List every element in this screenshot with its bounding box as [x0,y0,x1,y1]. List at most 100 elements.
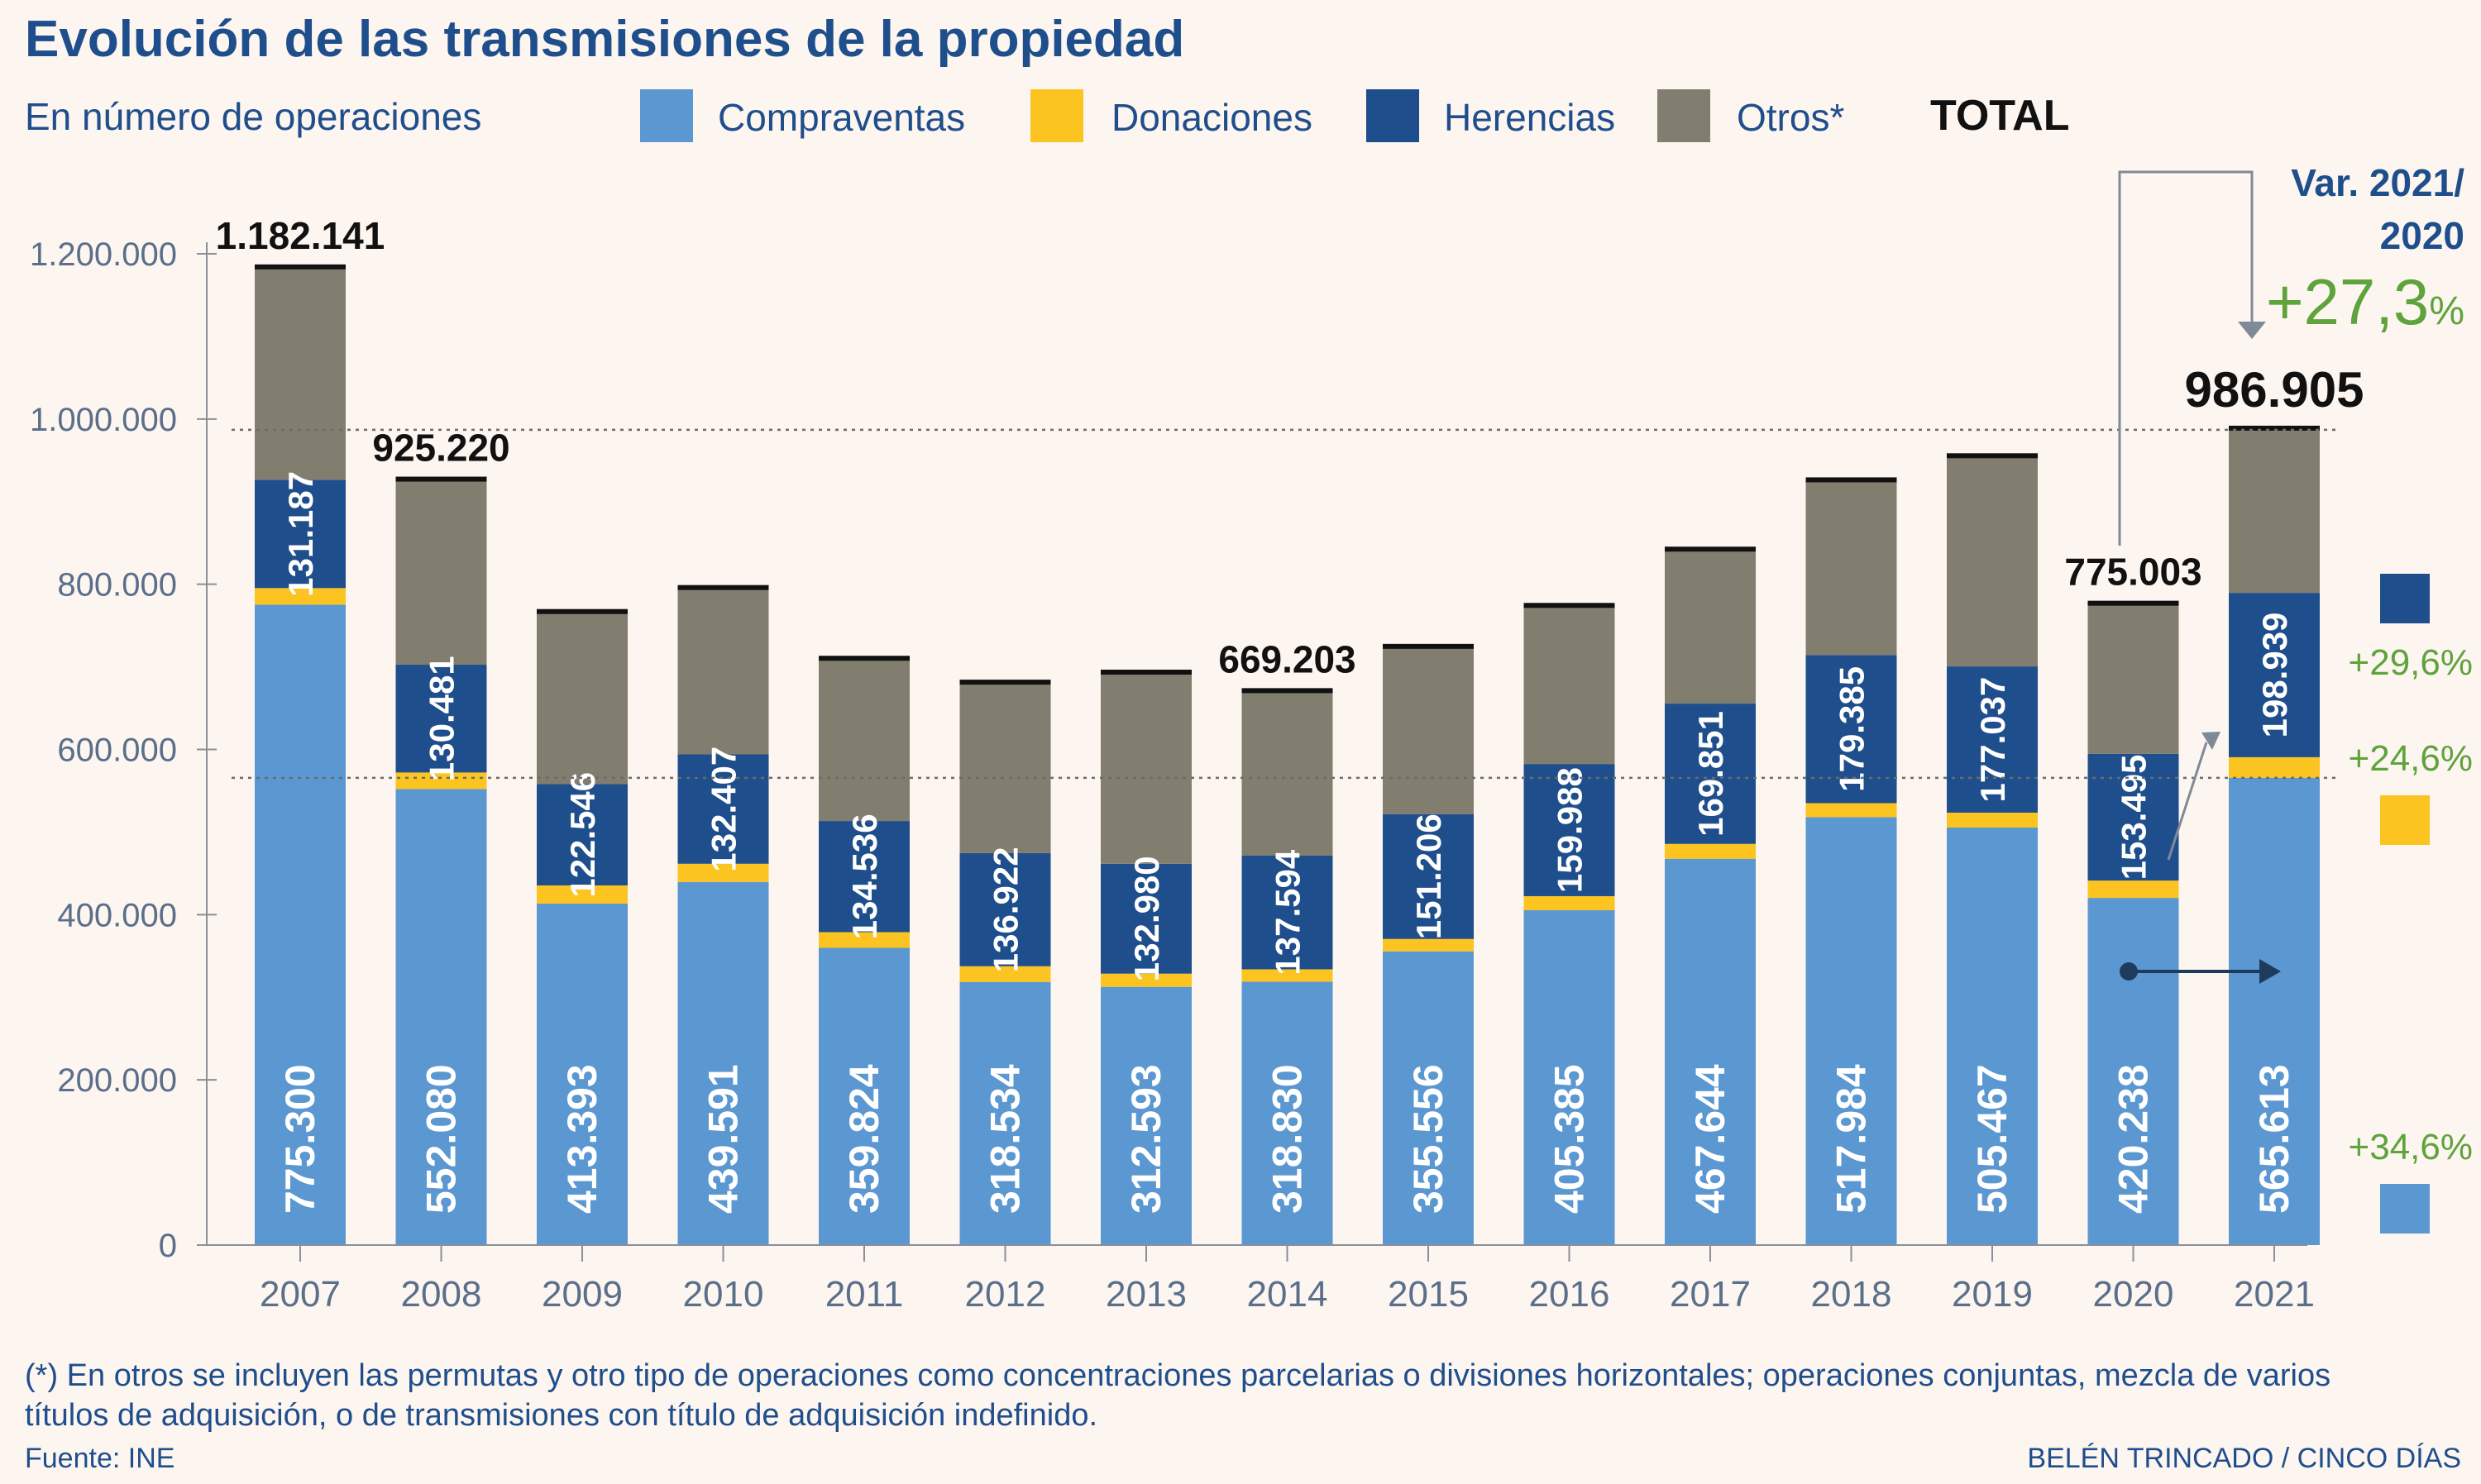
bar-segment-donaciones [2229,756,2320,778]
compraventas-value-label: 312.593 [1123,1064,1169,1214]
bar-segment-donaciones [1947,812,2038,828]
bar-segment-compraventas [1101,986,1192,1245]
legend-swatch-otros [1657,89,1710,142]
compraventas-value-label: 505.467 [1969,1064,2015,1214]
bar-total-cap [395,476,487,482]
herencias-variation-arrowhead [2201,732,2220,750]
chart-subtitle: En número de operaciones [25,95,481,138]
compraventas-value-label: 565.613 [2251,1064,2297,1214]
bar-segment-compraventas [1523,909,1615,1245]
legend-swatch-herencias [1366,89,1419,142]
x-tick-label: 2013 [1106,1274,1187,1315]
bar-segment-donaciones [677,863,769,882]
y-tick-label: 1.200.000 [30,236,177,273]
y-tick-label: 1.000.000 [30,402,177,438]
bar-segment-herencias [2087,753,2179,881]
compraventas-value-label: 439.591 [700,1064,747,1214]
variation-donaciones: +24,6% [2349,738,2473,779]
herencias-value-label: 177.037 [1973,677,2012,803]
bar-segment-compraventas [1947,827,2038,1245]
bar-segment-otros [1241,692,1333,856]
bar-segment-otros [819,660,910,822]
bar-segment-otros [1665,551,1756,704]
compraventas-value-label: 318.534 [982,1064,1029,1214]
x-tick-label: 2012 [965,1274,1046,1315]
bars-group: 775.300 131.187 1.182.141 552.080 130.481 925… [216,214,2364,1245]
x-tick-label: 2018 [1811,1274,1892,1315]
footnote-line1: (*) En otros se incluyen las permutas y … [25,1358,2330,1393]
compraventas-value-label: 413.393 [559,1064,605,1214]
bar-segment-compraventas [819,947,910,1245]
total-variation-connector [2118,170,2254,546]
herencias-value-label: 169.851 [1691,711,1730,837]
y-tick-label: 600.000 [57,732,177,769]
bar-segment-donaciones [1523,895,1615,910]
legend-label-compraventas: Compraventas [718,96,965,139]
bar-segment-otros [1523,607,1615,765]
compraventas-value-label: 517.984 [1828,1064,1875,1214]
variation-swatch-compraventas [2380,1184,2430,1233]
legend-label-donaciones: Donaciones [1111,96,1312,139]
legend: Compraventas Donaciones Herencias Otros*… [640,89,2070,142]
y-tick-label: 800.000 [57,567,177,604]
y-axis: 0 200.000 400.000 600.000 800.000 1.000.000 1.… [30,236,217,1264]
bar-segment-herencias [1241,855,1333,970]
bar-total-cap [959,680,1051,685]
bar-total-cap [819,656,910,661]
bar-segment-donaciones [255,588,346,605]
herencias-value-label: 151.206 [1409,814,1448,939]
compraventas-value-label: 775.300 [277,1064,323,1214]
total-value-label: 925.220 [372,427,509,470]
bar-segment-compraventas [1383,951,1474,1245]
bar-segment-herencias [819,821,910,933]
bar-segment-herencias [1523,764,1615,896]
x-tick-label: 2011 [825,1274,904,1315]
bar-segment-herencias [677,754,769,864]
variation-total-unit: % [2429,289,2464,333]
credit-label: BELÉN TRINCADO / CINCO DÍAS [2027,1443,2461,1474]
variation-total-value: +27,3 [2266,265,2429,338]
herencias-value-label: 122.546 [563,772,602,898]
bar-segment-herencias [537,784,628,885]
x-tick-label: 2015 [1388,1274,1469,1315]
compraventas-value-label: 552.080 [418,1064,465,1214]
bar-segment-herencias [1665,704,1756,844]
reference-lines [232,428,2337,780]
bar-total-cap [677,585,769,590]
bar-segment-otros [1947,457,2038,667]
bar-segment-otros [537,613,628,785]
bar-segment-compraventas [2087,898,2179,1245]
bar-segment-herencias [1383,814,1474,939]
bar-segment-herencias [255,480,346,589]
x-tick-label: 2017 [1670,1274,1751,1315]
bar-total-cap [1665,546,1756,552]
compraventas-value-label: 359.824 [841,1064,887,1214]
bar-total-cap [1383,643,1474,649]
herencias-variation-connector [2167,742,2208,861]
connector-arrows [2118,170,2281,984]
bar-segment-donaciones [1805,803,1897,818]
herencias-value-label: 132.980 [1127,856,1166,981]
bar-segment-donaciones [1241,969,1333,982]
bar-segment-otros [1805,481,1897,656]
bar-total-cap [1101,670,1192,675]
total-variation-arrowhead [2238,322,2266,339]
total-value-label: 775.003 [2064,551,2201,594]
x-tick-label: 2014 [1247,1274,1328,1315]
bar-segment-donaciones [1383,938,1474,952]
herencias-value-label: 137.594 [1269,849,1307,975]
bar-segment-donaciones [959,966,1051,982]
legend-total-label: TOTAL [1930,92,2070,140]
x-tick-label: 2009 [542,1274,623,1315]
legend-swatch-donaciones [1030,89,1083,142]
compraventas-value-label: 355.556 [1405,1064,1451,1214]
herencias-value-label: 136.922 [987,847,1025,972]
bar-segment-otros [677,589,769,755]
variation-total: +27,3% [2266,265,2464,338]
bar-segment-otros [2229,429,2320,594]
bar-segment-compraventas [537,903,628,1245]
footnote-line2: títulos de adquisición, o de transmision… [25,1398,1097,1433]
bar-segment-donaciones [395,772,487,790]
bar-segment-donaciones [819,932,910,948]
